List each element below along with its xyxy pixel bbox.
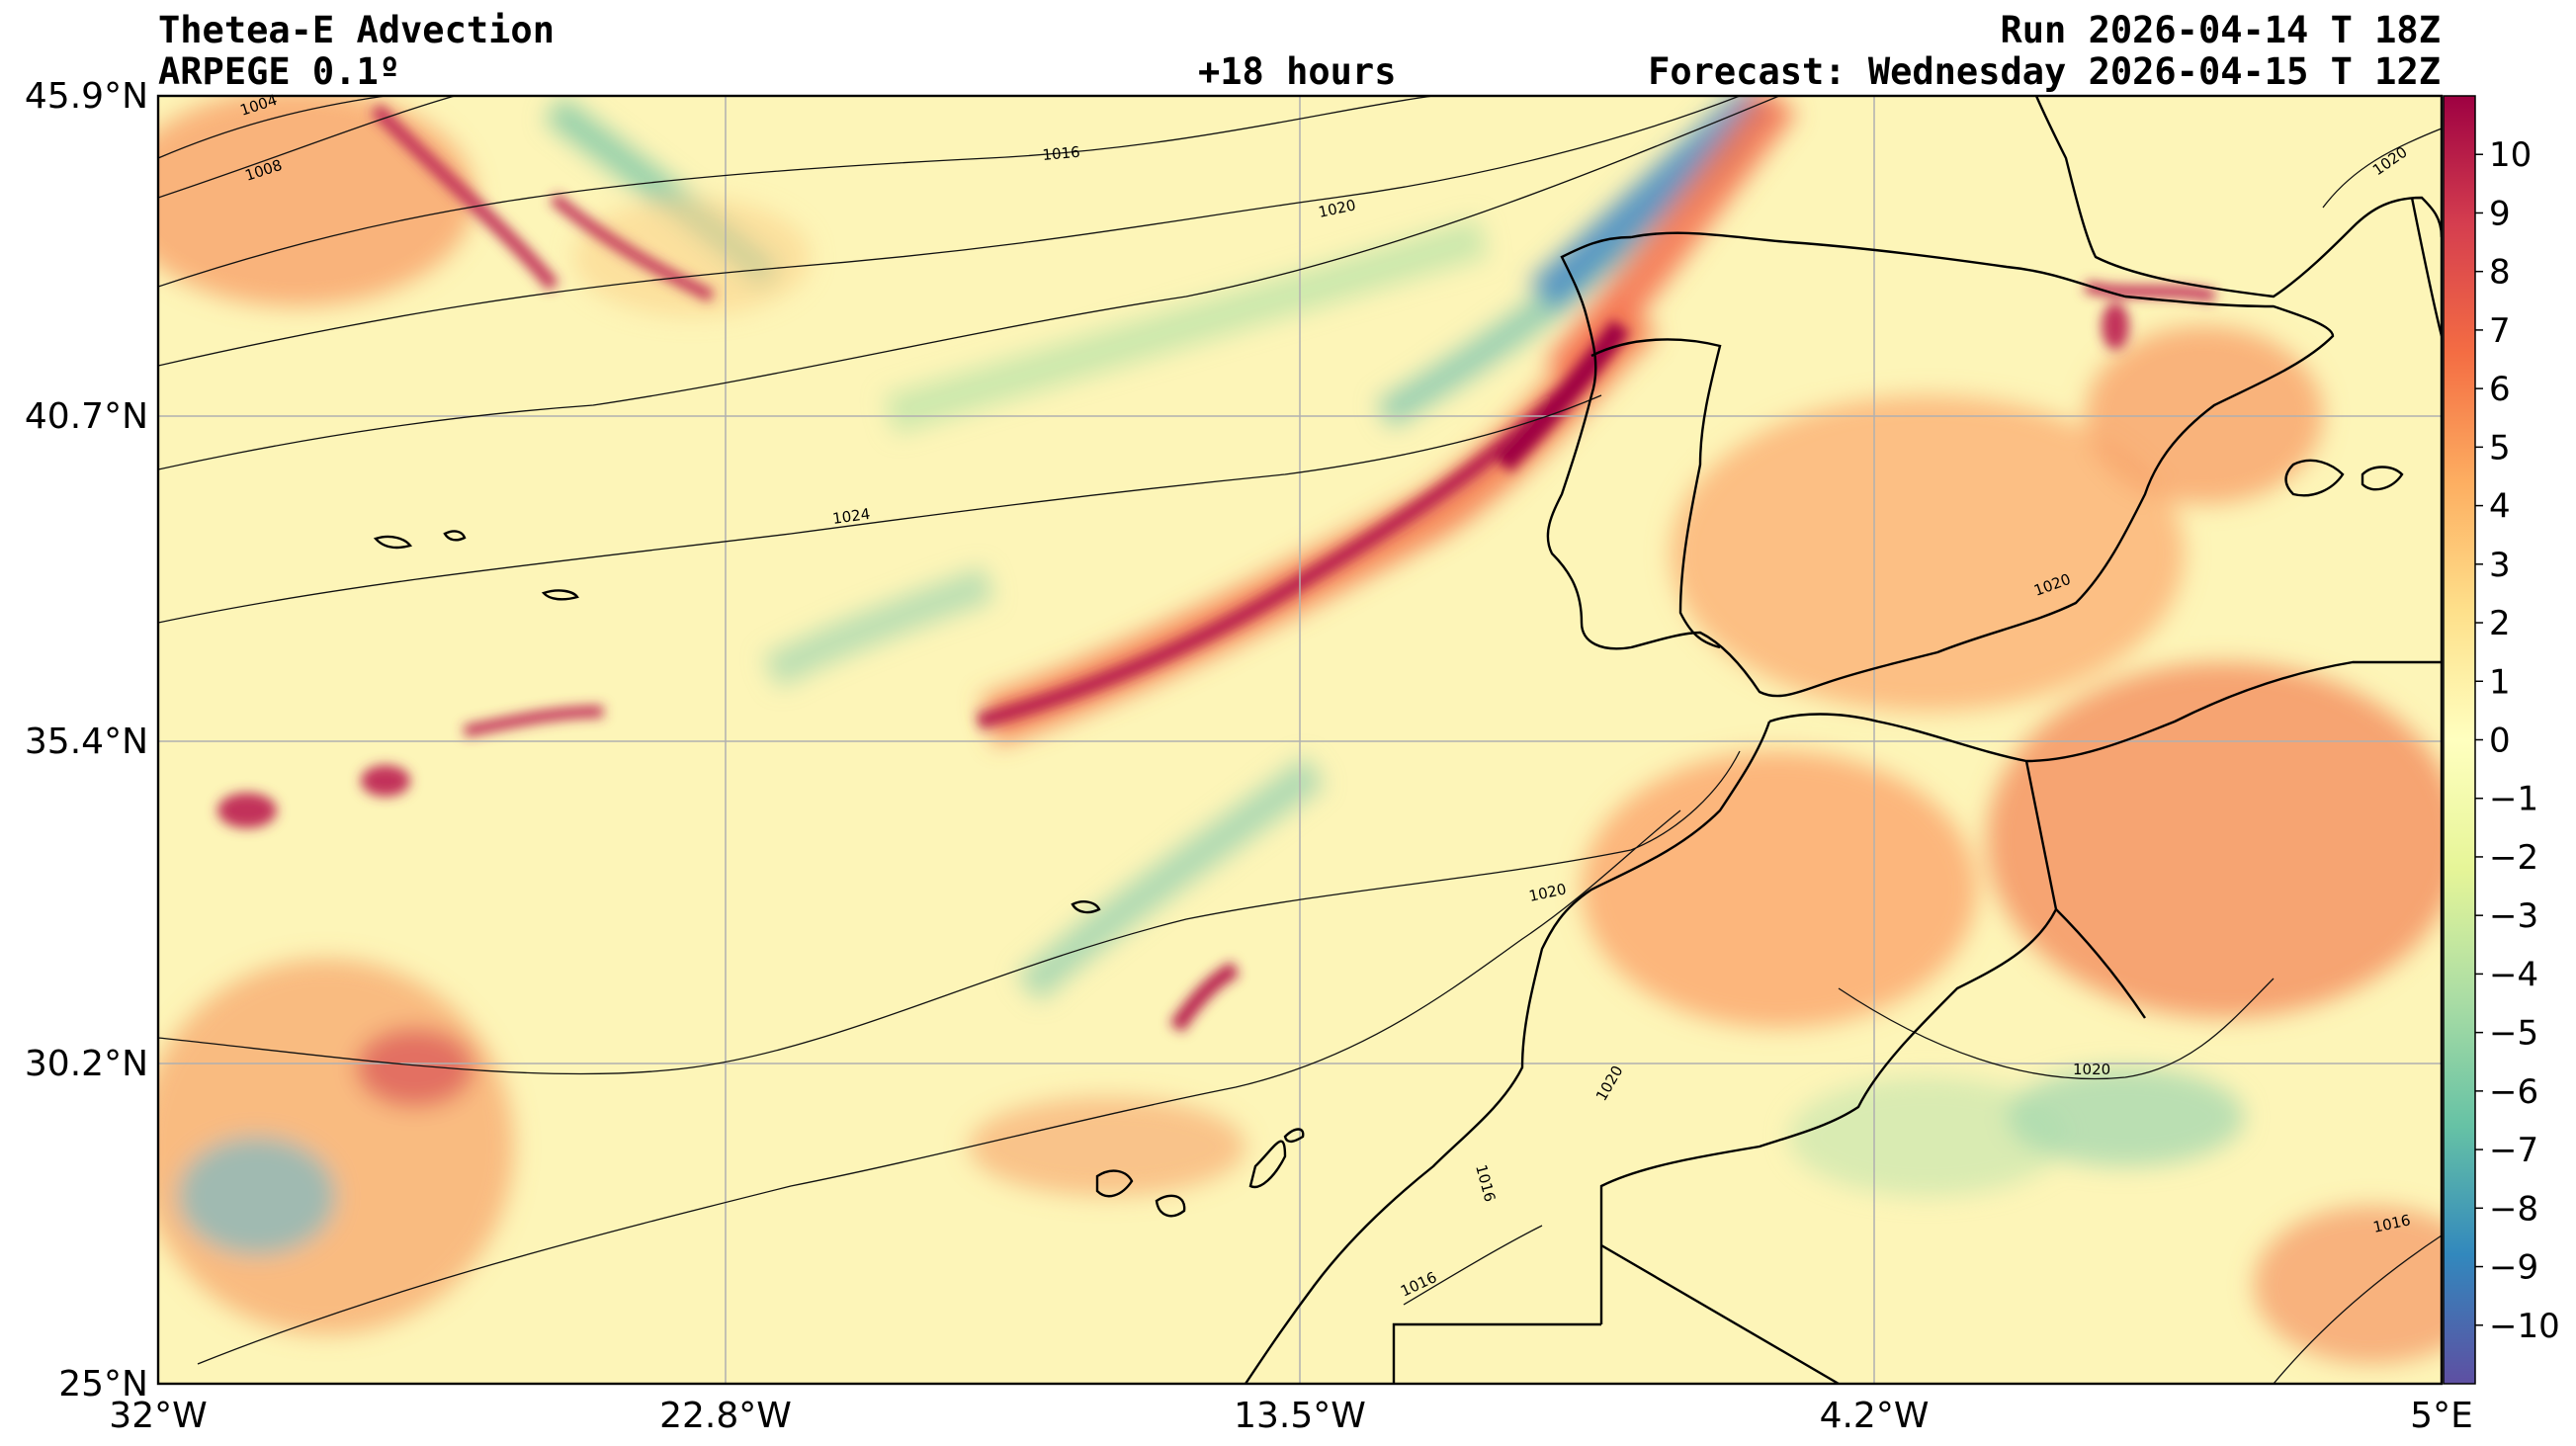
colorbar-tick-label: 8 (2489, 253, 2511, 293)
latitude-labels: 45.9°N 40.7°N 35.4°N 30.2°N 25°N (25, 76, 148, 1404)
map-title: Thetea-E Advection (158, 9, 555, 51)
colorbar-tick-label: −3 (2489, 896, 2538, 936)
colorbar-tick-label: −8 (2489, 1189, 2538, 1229)
colorbar-tick-label: −7 (2489, 1131, 2538, 1170)
isobar-label: 1024 (831, 505, 871, 528)
colorbar-tick-label: −9 (2489, 1248, 2538, 1288)
colorbar-tick-label: −6 (2489, 1072, 2538, 1112)
longitude-labels: 32°W 22.8°W 13.5°W 4.2°W 5°E (109, 1396, 2473, 1436)
lon-tick-label: 13.5°W (1234, 1396, 1366, 1436)
colorbar-tick-label: −4 (2489, 955, 2538, 994)
run-time: Run 2026-04-14 T 18Z (2000, 9, 2441, 51)
colorbar-gradient (2443, 95, 2476, 1385)
lat-tick-label: 25°N (58, 1364, 148, 1404)
model-name: ARPEGE 0.1º (158, 50, 401, 93)
colorbar-tick-label: 5 (2489, 428, 2511, 468)
isobar-label: 1016 (1042, 143, 1081, 164)
colorbar-tick-label: −2 (2489, 838, 2538, 878)
lon-tick-label: 22.8°W (659, 1396, 792, 1436)
isobar-lines (158, 96, 2442, 1384)
colorbar-tick-label: 3 (2489, 546, 2511, 585)
isobar-label: 1020 (2073, 1061, 2110, 1078)
colorbar-tick-label: −5 (2489, 1014, 2538, 1054)
lat-tick-label: 40.7°N (25, 396, 148, 437)
colorbar-tick-label: 7 (2489, 311, 2511, 351)
colorbar-tick-label: 6 (2489, 370, 2511, 409)
colorbar-tick-label: 0 (2489, 722, 2511, 761)
gridlines (158, 96, 2442, 1384)
lead-time: +18 hours (1198, 50, 1397, 93)
colorbar-tick-label: 4 (2489, 487, 2511, 527)
colorbar-tick-label: 10 (2489, 135, 2532, 175)
colorbar-tick-label: −10 (2489, 1307, 2560, 1346)
colorbar-tick-label: 9 (2489, 194, 2511, 233)
lon-tick-label: 4.2°W (1820, 1396, 1930, 1436)
plot-frame (156, 94, 2444, 1386)
coastlines (373, 96, 2442, 1384)
forecast-time: Forecast: Wednesday 2026-04-15 T 12Z (1648, 50, 2441, 93)
colorbar-tick-label: −1 (2489, 780, 2538, 819)
lat-tick-label: 35.4°N (25, 722, 148, 762)
lat-tick-label: 30.2°N (25, 1044, 148, 1084)
colorbar-tick-label: 1 (2489, 662, 2511, 702)
lat-tick-label: 45.9°N (25, 76, 148, 117)
lon-tick-label: 32°W (109, 1396, 207, 1436)
colorbar-tick-label: 2 (2489, 604, 2511, 643)
lon-tick-label: 5°E (2410, 1396, 2473, 1436)
